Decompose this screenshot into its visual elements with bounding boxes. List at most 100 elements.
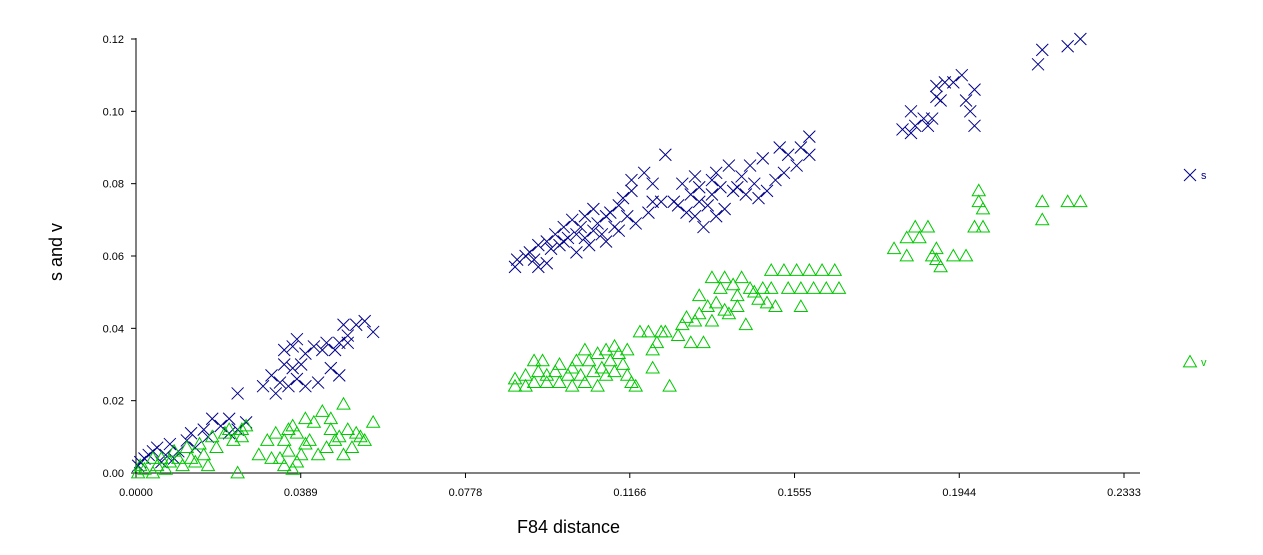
y-axis-title: s and v <box>46 223 66 281</box>
point-s <box>968 83 981 96</box>
point-v <box>645 360 661 374</box>
point-s <box>557 220 571 234</box>
point-v <box>713 281 728 294</box>
point-v <box>535 353 550 367</box>
point-v <box>657 324 673 338</box>
point-v <box>560 367 576 381</box>
point-v <box>649 335 665 349</box>
point-v <box>564 360 580 374</box>
series-v <box>130 183 1088 479</box>
point-v <box>615 356 631 370</box>
point-v <box>217 425 233 439</box>
point-s <box>654 195 668 209</box>
point-v <box>183 451 199 464</box>
point-s <box>337 318 350 332</box>
point-v <box>679 309 694 323</box>
point-v <box>641 324 656 338</box>
point-v <box>285 418 301 432</box>
legend-item-v: v <box>1182 354 1207 369</box>
point-s <box>616 191 630 205</box>
point-s <box>332 368 346 382</box>
point-s <box>205 412 219 426</box>
point-s <box>358 314 372 328</box>
point-v <box>899 230 915 244</box>
point-v <box>327 432 343 446</box>
x-tick-label: 0.1944 <box>942 487 976 499</box>
point-v <box>1034 212 1050 226</box>
point-v <box>158 461 174 475</box>
point-s <box>282 379 295 393</box>
point-s <box>697 220 710 234</box>
point-s <box>540 256 554 270</box>
point-v <box>289 454 305 468</box>
point-v <box>662 378 677 392</box>
point-s <box>349 318 363 332</box>
point-s <box>688 170 702 183</box>
point-v <box>204 429 220 443</box>
point-v <box>298 436 313 450</box>
x-tick-label: 0.0389 <box>284 487 318 499</box>
point-v <box>590 378 605 392</box>
point-v <box>340 422 356 435</box>
point-v <box>945 248 961 262</box>
point-v <box>192 436 207 450</box>
point-s <box>570 246 583 259</box>
x-tick-label: 0.0778 <box>449 487 483 499</box>
point-v <box>628 378 644 392</box>
point-s <box>773 141 787 154</box>
point-s <box>307 340 321 353</box>
point-v <box>130 465 146 479</box>
point-v <box>234 422 250 435</box>
point-s <box>718 202 732 216</box>
point-v <box>768 299 783 313</box>
point-v <box>827 262 843 276</box>
point-v <box>530 364 546 378</box>
point-s <box>578 231 592 245</box>
point-v <box>298 411 313 425</box>
legend-marker-s <box>1183 168 1197 182</box>
point-v <box>276 458 292 472</box>
point-v <box>187 454 203 468</box>
point-v <box>755 281 771 294</box>
point-v <box>632 324 648 338</box>
point-s <box>659 148 672 162</box>
point-s <box>222 412 236 426</box>
point-v <box>687 313 703 327</box>
point-v <box>175 458 190 472</box>
y-tick-label: 0.00 <box>103 468 124 480</box>
point-v <box>353 429 368 443</box>
point-v <box>344 440 360 454</box>
point-v <box>763 281 779 294</box>
point-v <box>958 248 974 262</box>
point-v <box>590 346 605 360</box>
point-v <box>264 451 279 464</box>
point-v <box>319 440 334 454</box>
point-v <box>145 451 161 464</box>
point-s <box>684 188 698 201</box>
point-s <box>570 227 583 241</box>
point-s <box>587 224 600 238</box>
point-v <box>331 429 347 443</box>
point-s <box>286 340 300 353</box>
point-s <box>273 376 287 389</box>
point-v <box>933 259 948 273</box>
point-s <box>299 379 312 393</box>
point-v <box>602 353 618 367</box>
point-v <box>691 306 707 320</box>
point-s <box>646 177 660 191</box>
point-s <box>574 220 588 234</box>
point-s <box>921 119 935 133</box>
point-v <box>670 328 686 341</box>
point-s <box>595 227 609 241</box>
point-s <box>637 166 651 180</box>
point-s <box>688 209 702 223</box>
point-v <box>971 194 987 208</box>
point-s <box>366 325 380 339</box>
point-v <box>196 447 212 461</box>
point-s <box>802 148 816 162</box>
point-s <box>904 126 918 140</box>
point-v <box>166 443 182 457</box>
point-s <box>930 79 943 93</box>
point-s <box>531 238 545 252</box>
point-v <box>221 422 237 435</box>
